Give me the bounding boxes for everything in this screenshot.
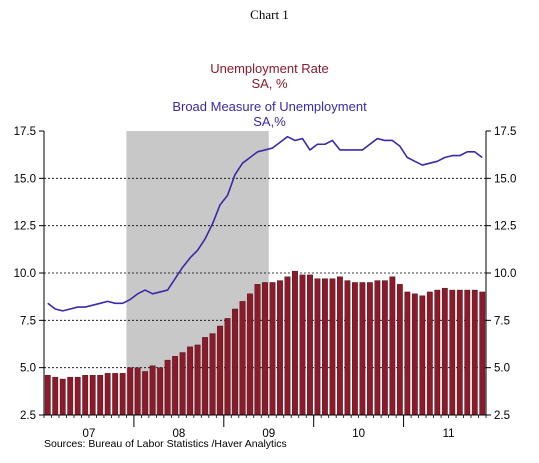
y-tick-label-right: 12.5 <box>494 221 516 233</box>
bar <box>314 278 321 416</box>
bar <box>232 308 238 416</box>
bar <box>292 270 298 416</box>
bar <box>426 291 433 416</box>
bar <box>441 287 448 416</box>
series-unit-unemployment-rate: SA, % <box>251 76 288 91</box>
bar <box>352 282 358 416</box>
x-tick-label: 07 <box>83 428 96 440</box>
bar <box>449 289 456 416</box>
y-tick-label-right: 2.5 <box>494 410 510 422</box>
bar <box>366 282 373 416</box>
y-tick-label-left: 17.5 <box>14 126 36 138</box>
bar <box>209 333 216 416</box>
bar <box>389 276 396 416</box>
bar <box>217 325 223 416</box>
bar <box>322 278 328 416</box>
series-line-broad-measure <box>47 135 483 312</box>
bar <box>52 376 59 416</box>
bar <box>224 318 231 416</box>
bar <box>59 378 66 416</box>
bar <box>104 373 111 416</box>
bar <box>82 375 89 416</box>
y-tick-label-right: 7.5 <box>494 315 510 327</box>
bar <box>359 282 366 416</box>
bar <box>149 365 156 416</box>
series-unit-broad-measure: SA,% <box>253 114 286 129</box>
bar <box>269 282 276 416</box>
y-tick-label-right: 17.5 <box>494 126 516 138</box>
bar <box>434 289 441 416</box>
bar <box>179 352 186 416</box>
bar <box>97 375 104 416</box>
bar <box>74 376 81 416</box>
bar <box>411 293 418 416</box>
bar <box>142 371 149 416</box>
bar <box>404 291 411 416</box>
sources-note: Sources: Bureau of Labor Statistics /Hav… <box>44 438 287 450</box>
bar <box>202 337 208 416</box>
bar <box>479 291 486 416</box>
bar <box>419 295 426 416</box>
y-tick-label-left: 12.5 <box>14 221 36 233</box>
bar <box>277 280 283 416</box>
y-tick-label-left: 15.0 <box>14 173 36 185</box>
y-tick-label-left: 7.5 <box>20 315 36 327</box>
y-tick-label-left: 5.0 <box>20 363 36 375</box>
bar <box>307 274 313 416</box>
y-tick-label-left: 2.5 <box>20 410 36 422</box>
x-tick-label: 08 <box>172 428 185 440</box>
bar <box>127 367 134 416</box>
bar <box>194 344 201 416</box>
chart-label: Chart 1 <box>250 7 289 22</box>
bar <box>172 356 178 416</box>
x-tick-label: 10 <box>352 428 365 440</box>
bar <box>344 280 351 416</box>
bar <box>44 375 51 416</box>
bar <box>284 276 291 416</box>
bar <box>67 376 74 416</box>
bar <box>471 289 478 416</box>
bar <box>134 367 141 416</box>
bar <box>329 278 336 416</box>
bar <box>239 301 246 416</box>
bar <box>112 373 119 416</box>
bar <box>337 276 343 416</box>
bar <box>89 375 96 416</box>
series-title-broad-measure: Broad Measure of Unemployment <box>172 99 367 114</box>
y-tick-label-right: 10.0 <box>494 268 516 280</box>
bar <box>299 274 306 416</box>
bar <box>464 289 471 416</box>
bar <box>157 367 164 416</box>
bar <box>374 280 381 416</box>
bar <box>381 280 388 416</box>
bar <box>396 284 403 416</box>
x-tick-label: 09 <box>262 428 275 440</box>
y-tick-label-left: 10.0 <box>14 268 36 280</box>
bar <box>247 293 253 416</box>
x-tick-label: 11 <box>443 428 455 440</box>
bar <box>456 289 463 416</box>
bar <box>254 284 261 416</box>
bar <box>164 359 171 416</box>
bar <box>262 282 268 416</box>
bar <box>187 346 193 416</box>
bar <box>119 373 126 416</box>
series-title-unemployment-rate: Unemployment Rate <box>210 61 329 76</box>
y-tick-label-right: 15.0 <box>494 173 516 185</box>
y-tick-label-right: 5.0 <box>494 363 510 375</box>
